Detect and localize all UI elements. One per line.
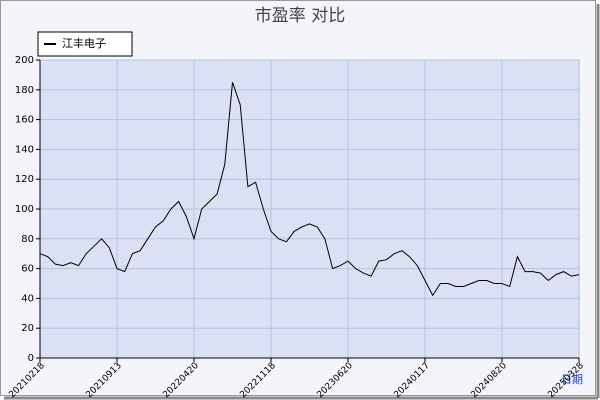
y-tick-label: 60 bbox=[21, 264, 34, 275]
y-tick-label: 100 bbox=[15, 204, 34, 215]
y-tick-label: 0 bbox=[28, 353, 34, 364]
y-tick-label: 20 bbox=[21, 323, 34, 334]
legend-label: 江丰电子 bbox=[62, 37, 106, 50]
y-tick-label: 40 bbox=[21, 293, 34, 304]
chart-title: 市盈率 对比 bbox=[255, 6, 345, 26]
y-tick-label: 120 bbox=[15, 174, 34, 185]
y-tick-label: 80 bbox=[21, 234, 34, 245]
y-tick-label: 140 bbox=[15, 144, 34, 155]
y-tick-label: 180 bbox=[15, 85, 34, 96]
x-axis-label: 日期 bbox=[561, 373, 583, 386]
data-line bbox=[39, 82, 580, 297]
y-tick-label: 160 bbox=[15, 115, 34, 126]
y-tick-label: 200 bbox=[15, 55, 34, 66]
